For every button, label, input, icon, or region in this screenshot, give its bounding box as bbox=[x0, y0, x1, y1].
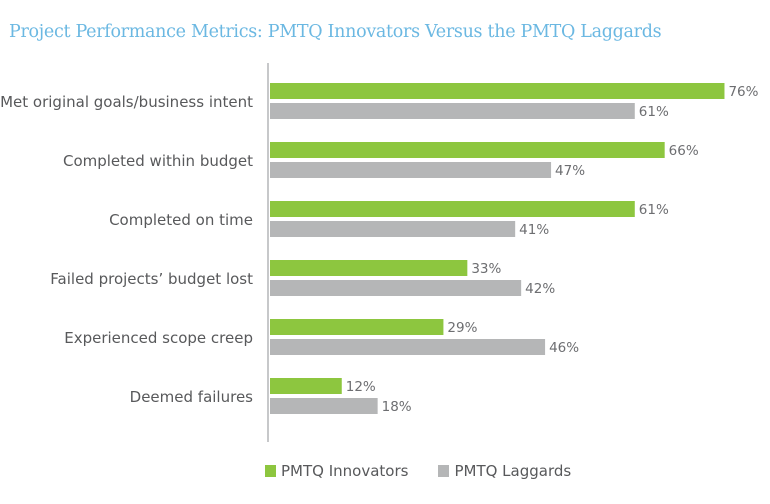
bar-laggards bbox=[270, 221, 516, 237]
legend-label-innovators: PMTQ Innovators bbox=[281, 462, 409, 480]
bar-innovators bbox=[270, 319, 444, 335]
value-label: 18% bbox=[382, 399, 412, 415]
value-label: 12% bbox=[346, 379, 376, 395]
value-label: 33% bbox=[471, 261, 501, 277]
bar-innovators bbox=[270, 260, 468, 276]
category-label: Met original goals/business intent bbox=[0, 93, 253, 111]
bar-laggards bbox=[270, 103, 635, 119]
bar-innovators bbox=[270, 83, 725, 99]
value-label: 66% bbox=[669, 143, 699, 159]
bar-laggards bbox=[270, 339, 546, 355]
value-label: 61% bbox=[639, 104, 669, 120]
value-label: 41% bbox=[519, 222, 549, 238]
legend: PMTQ Innovators PMTQ Laggards bbox=[265, 462, 571, 480]
legend-item-laggards: PMTQ Laggards bbox=[438, 462, 571, 480]
value-label: 29% bbox=[447, 320, 477, 336]
bar-laggards bbox=[270, 162, 552, 178]
legend-item-innovators: PMTQ Innovators bbox=[265, 462, 408, 480]
value-label: 47% bbox=[555, 163, 585, 179]
bar-laggards bbox=[270, 398, 378, 414]
value-label: 61% bbox=[639, 202, 669, 218]
bar-innovators bbox=[270, 201, 635, 217]
category-label: Deemed failures bbox=[130, 388, 254, 406]
category-label: Completed within budget bbox=[63, 152, 253, 170]
chart-title: Project Performance Metrics: PMTQ Innova… bbox=[9, 22, 662, 42]
value-label: 42% bbox=[525, 281, 555, 297]
bar-laggards bbox=[270, 280, 522, 296]
value-label: 76% bbox=[728, 84, 758, 100]
category-label: Experienced scope creep bbox=[64, 329, 253, 347]
value-label: 46% bbox=[549, 340, 579, 356]
category-label: Failed projects’ budget lost bbox=[50, 270, 253, 288]
bar-innovators bbox=[270, 378, 342, 394]
legend-swatch-innovators bbox=[265, 465, 276, 477]
legend-label-laggards: PMTQ Laggards bbox=[454, 462, 572, 480]
bar-innovators bbox=[270, 142, 665, 158]
category-label: Completed on time bbox=[109, 211, 253, 229]
legend-swatch-laggards bbox=[438, 465, 450, 477]
